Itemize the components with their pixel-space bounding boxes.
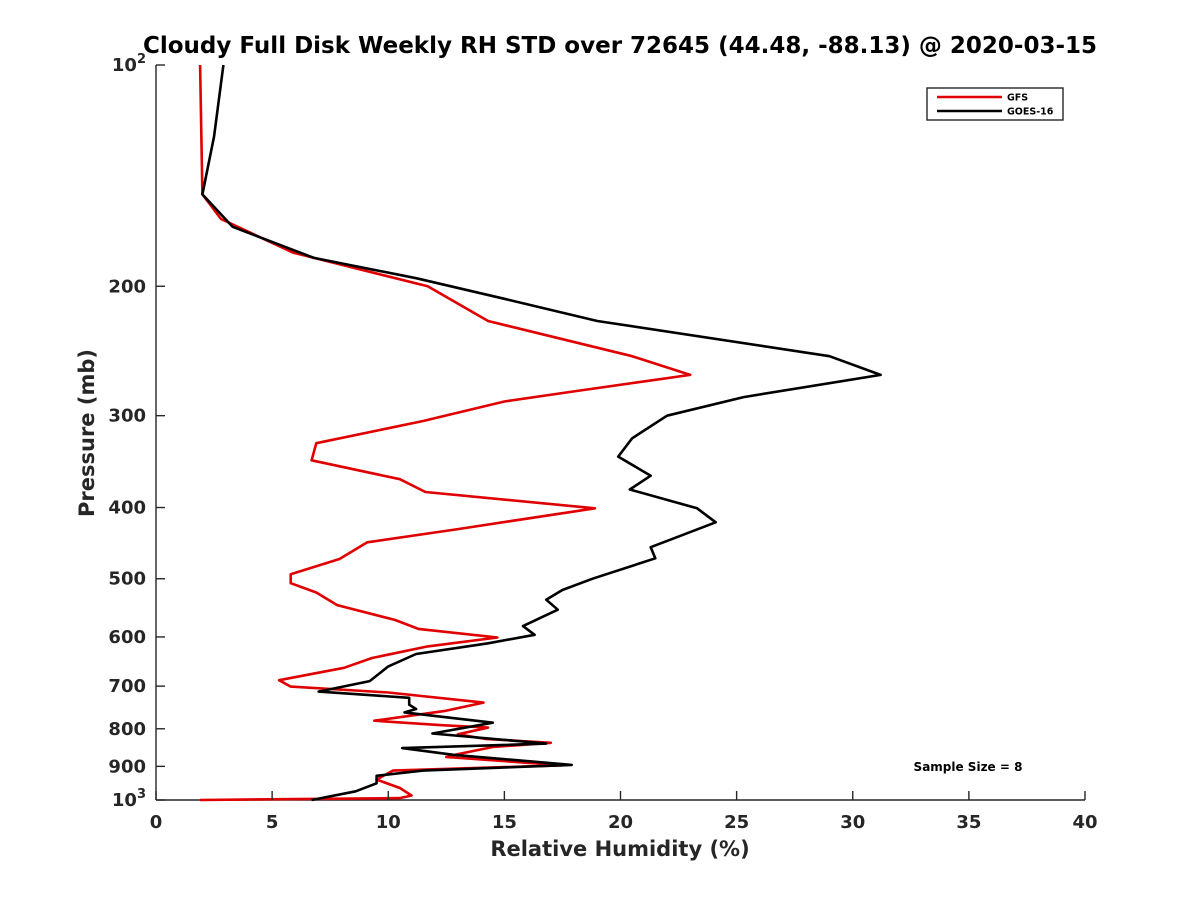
y-tick-label: 103 [112,787,146,811]
y-tick-label: 400 [108,498,146,519]
sample-size-annotation: Sample Size = 8 [914,760,1023,774]
x-axis-ticks: 0 5 10 15 20 25 30 35 40 [150,791,1098,833]
x-tick-label: 20 [608,812,633,833]
y-tick-label: 300 [108,406,146,427]
y-tick-label: 102 [112,52,146,76]
y-axis-label: Pressure (mb) [75,349,99,517]
chart-title: Cloudy Full Disk Weekly RH STD over 7264… [143,33,1097,59]
y-tick-label: 200 [108,276,146,297]
x-tick-label: 5 [266,812,279,833]
plot-area [155,64,1085,802]
series-line-goes-16 [201,64,882,802]
y-tick-label: 700 [108,676,146,697]
y-tick-label: 900 [108,756,146,777]
x-tick-label: 0 [150,812,163,833]
legend-entry: GFS [1007,93,1028,104]
x-tick-label: 10 [376,812,401,833]
y-tick-label: 500 [108,569,146,590]
x-tick-label: 15 [492,812,517,833]
series-line-gfs [198,64,692,802]
x-tick-label: 35 [956,812,981,833]
legend-box [926,87,1064,121]
y-tick-label: 800 [108,719,146,740]
legend: GFS GOES-16 [926,87,1064,121]
x-tick-label: 30 [840,812,865,833]
x-tick-label: 40 [1072,812,1097,833]
y-axis-ticks: 102 200 300 400 500 600 700 800 900 103 [108,52,165,811]
y-tick-label: 600 [108,627,146,648]
legend-entry: GOES-16 [1007,107,1054,118]
x-tick-label: 25 [724,812,749,833]
x-axis-label: Relative Humidity (%) [490,837,749,861]
